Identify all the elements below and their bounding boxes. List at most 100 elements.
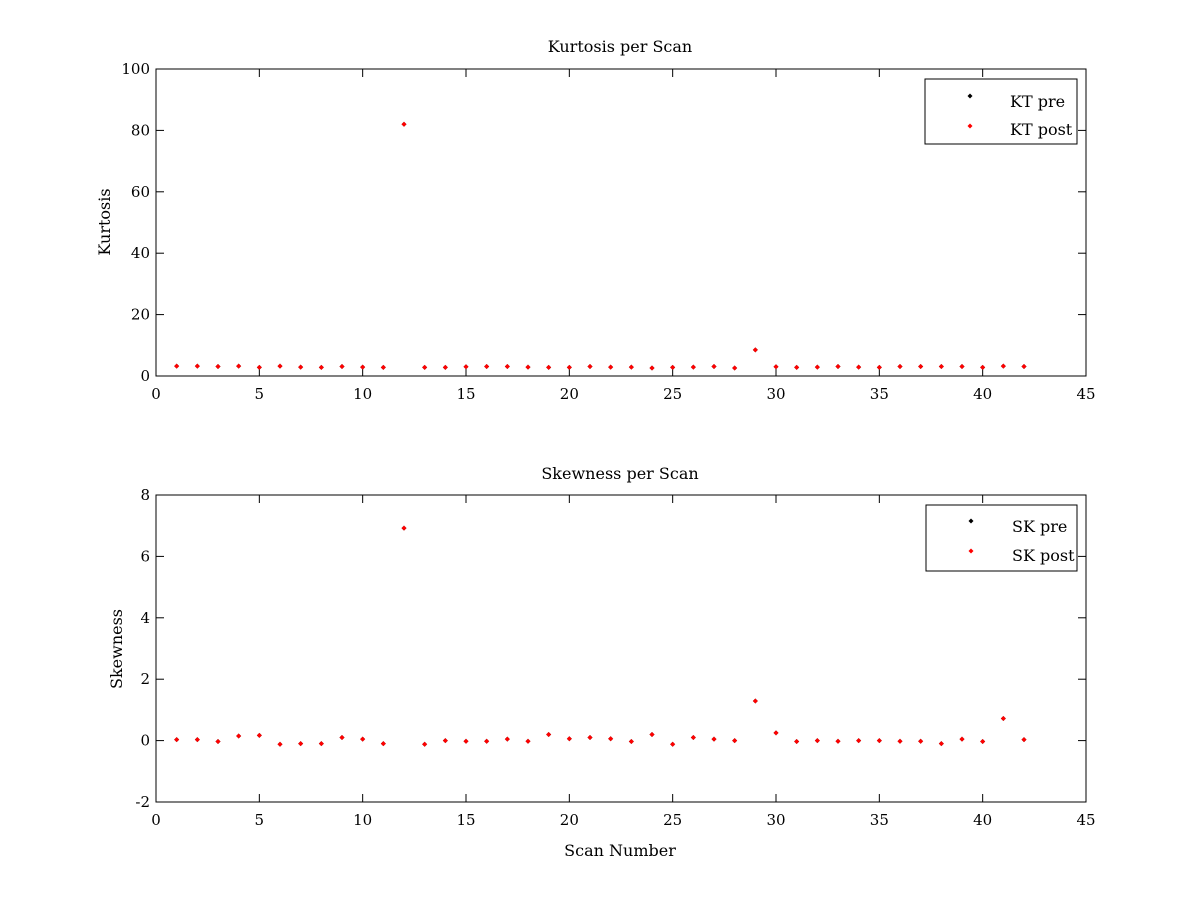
data-point-kt-post: [980, 364, 986, 370]
data-point-sk-post: [1021, 737, 1027, 743]
data-point-sk-post: [752, 698, 758, 704]
data-point-sk-post: [318, 741, 324, 747]
data-point-sk-post: [856, 738, 862, 744]
data-point-sk-post: [504, 736, 510, 742]
data-point-sk-post: [236, 733, 242, 739]
data-point-sk-post: [794, 739, 800, 745]
legend-marker-kt-pre: [967, 93, 973, 99]
legend-label-kt-pre: KT pre: [1010, 92, 1065, 111]
data-point-sk-post: [773, 730, 779, 736]
y-tick-label: 40: [131, 244, 150, 262]
x-tick-label: 35: [870, 385, 889, 403]
y-tick-label: 4: [140, 609, 150, 627]
x-tick-label: 35: [870, 811, 889, 829]
data-point-sk-post: [194, 737, 200, 743]
x-tick-label: 15: [456, 811, 475, 829]
data-point-kt-post: [608, 364, 614, 370]
data-point-kt-post: [318, 364, 324, 370]
data-point-sk-post: [215, 739, 221, 745]
data-point-kt-post: [690, 364, 696, 370]
data-points: [174, 121, 1027, 371]
data-point-kt-post: [566, 364, 572, 370]
data-point-kt-post: [835, 363, 841, 369]
legend-label-sk-post: SK post: [1012, 546, 1075, 565]
y-tick-label: 60: [131, 183, 150, 201]
data-point-sk-post: [897, 738, 903, 744]
data-point-kt-post: [504, 363, 510, 369]
data-point-kt-post: [794, 364, 800, 370]
data-point-kt-post: [628, 364, 634, 370]
data-point-sk-post: [587, 735, 593, 741]
x-tick-label: 5: [255, 385, 265, 403]
data-point-sk-post: [546, 731, 552, 737]
legend-marker-kt-post: [967, 123, 973, 129]
x-tick-label: 10: [353, 385, 372, 403]
x-tick-label: 10: [353, 811, 372, 829]
data-point-kt-post: [959, 363, 965, 369]
data-point-sk-post: [174, 737, 180, 743]
data-point-sk-post: [256, 732, 262, 738]
legend: KT pre KT post: [924, 78, 1078, 145]
x-tick-label: 0: [151, 811, 161, 829]
skewness-plot: Skewness per Scan Skewness Scan Number 0…: [107, 464, 1096, 860]
data-point-kt-post: [773, 364, 779, 370]
data-point-kt-post: [484, 363, 490, 369]
data-point-kt-post: [918, 363, 924, 369]
data-point-kt-post: [897, 363, 903, 369]
data-point-sk-post: [339, 735, 345, 741]
x-tick-label: 30: [766, 385, 785, 403]
x-tick-label: 40: [973, 385, 992, 403]
y-tick-label: 0: [140, 367, 150, 385]
data-point-kt-post: [732, 365, 738, 371]
x-tick-label: 40: [973, 811, 992, 829]
legend-marker-sk-pre: [968, 518, 974, 524]
y-tick-label: -2: [135, 793, 150, 811]
data-point-kt-post: [194, 363, 200, 369]
data-point-sk-post: [608, 736, 614, 742]
x-tick-label: 20: [560, 385, 579, 403]
data-point-kt-post: [1000, 363, 1006, 369]
data-point-kt-post: [876, 364, 882, 370]
data-point-sk-post: [959, 736, 965, 742]
data-point-sk-post: [628, 739, 634, 745]
y-axis-label: Skewness: [107, 609, 126, 689]
data-point-kt-post: [856, 364, 862, 370]
data-point-sk-post: [1000, 715, 1006, 721]
y-tick-label: 8: [140, 486, 150, 504]
y-axis-label: Kurtosis: [95, 188, 114, 255]
data-point-sk-post: [525, 738, 531, 744]
data-point-kt-post: [670, 364, 676, 370]
data-point-kt-post: [442, 364, 448, 370]
data-point-kt-post: [587, 363, 593, 369]
x-tick-label: 15: [456, 385, 475, 403]
kurtosis-plot: Kurtosis per Scan Kurtosis 0 5 10 15 20 25 30 3…: [95, 37, 1096, 403]
data-point-sk-post: [732, 738, 738, 744]
data-point-sk-post: [918, 738, 924, 744]
x-tick-label: 25: [663, 385, 682, 403]
data-point-kt-post: [277, 363, 283, 369]
legend-marker-sk-post: [968, 548, 974, 554]
data-point-kt-post: [174, 363, 180, 369]
x-tick-label: 25: [663, 811, 682, 829]
data-point-sk-post: [690, 735, 696, 741]
data-point-kt-post: [546, 364, 552, 370]
data-point-kt-post: [256, 364, 262, 370]
data-point-sk-post: [670, 741, 676, 747]
data-point-kt-post: [401, 121, 407, 127]
legend: SK pre SK post: [925, 504, 1078, 572]
legend-box: [924, 78, 1078, 145]
y-tick-label: 2: [140, 670, 150, 688]
data-point-kt-post: [814, 364, 820, 370]
data-point-kt-post: [752, 347, 758, 353]
data-point-sk-post: [463, 738, 469, 744]
x-tick-label: 45: [1076, 811, 1095, 829]
data-point-kt-post: [215, 363, 221, 369]
y-tick-label: 100: [121, 60, 150, 78]
x-tick-label: 45: [1076, 385, 1095, 403]
data-point-kt-post: [938, 363, 944, 369]
data-point-kt-post: [298, 364, 304, 370]
data-point-sk-post: [380, 741, 386, 747]
data-point-sk-post: [360, 736, 366, 742]
data-point-sk-post: [649, 731, 655, 737]
data-point-sk-post: [298, 741, 304, 747]
